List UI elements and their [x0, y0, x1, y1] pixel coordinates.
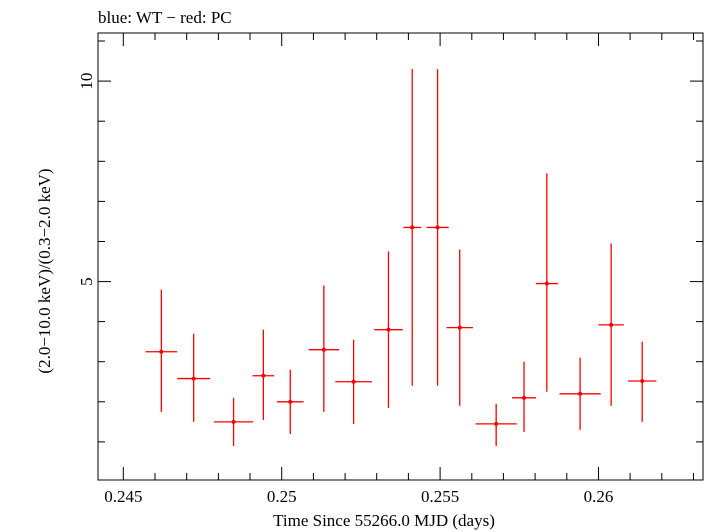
- point-marker: [435, 225, 440, 230]
- data-point: [535, 173, 558, 392]
- point-marker: [351, 379, 356, 384]
- x-tick-label: 0.255: [421, 487, 459, 506]
- x-tick-label: 0.26: [584, 487, 614, 506]
- x-tick-label: 0.245: [104, 487, 142, 506]
- data-point: [559, 357, 601, 430]
- point-marker: [640, 378, 645, 383]
- point-marker: [609, 322, 614, 327]
- point-marker: [288, 399, 293, 404]
- x-tick-label: 0.25: [267, 487, 297, 506]
- point-marker: [578, 391, 583, 396]
- data-point: [308, 285, 340, 412]
- point-marker: [544, 281, 549, 286]
- data-point: [446, 249, 474, 406]
- point-marker: [191, 376, 196, 381]
- point-marker: [410, 225, 415, 230]
- point-marker: [494, 421, 499, 426]
- data-point: [598, 243, 624, 406]
- point-marker: [231, 419, 236, 424]
- data-point: [276, 369, 304, 434]
- point-marker: [386, 327, 391, 332]
- data-point: [213, 397, 254, 446]
- data-points: [145, 69, 657, 446]
- point-marker: [457, 325, 462, 330]
- data-point: [627, 341, 657, 422]
- x-axis-label: Time Since 55266.0 MJD (days): [273, 511, 495, 530]
- axis-ticks: [98, 33, 703, 480]
- y-tick-label: 10: [77, 73, 96, 90]
- point-marker: [261, 373, 266, 378]
- data-point: [335, 339, 372, 424]
- data-point: [426, 69, 449, 386]
- data-point: [475, 403, 517, 446]
- y-tick-label: 5: [77, 277, 96, 286]
- data-point: [252, 329, 275, 420]
- plot-frame: [97, 32, 704, 481]
- chart-title: blue: WT − red: PC: [98, 8, 232, 27]
- point-marker: [522, 395, 527, 400]
- data-point: [403, 69, 422, 386]
- data-point: [374, 251, 403, 408]
- point-marker: [321, 347, 326, 352]
- y-axis-label: (2.0−10.0 keV)/(0.3−2.0 keV): [35, 168, 54, 373]
- point-marker: [159, 349, 164, 354]
- axis-tick-labels: 0.245 0.25 0.255 0.26 5 10: [77, 73, 613, 506]
- data-point: [511, 361, 537, 432]
- data-point: [145, 289, 178, 412]
- data-point: [177, 333, 211, 422]
